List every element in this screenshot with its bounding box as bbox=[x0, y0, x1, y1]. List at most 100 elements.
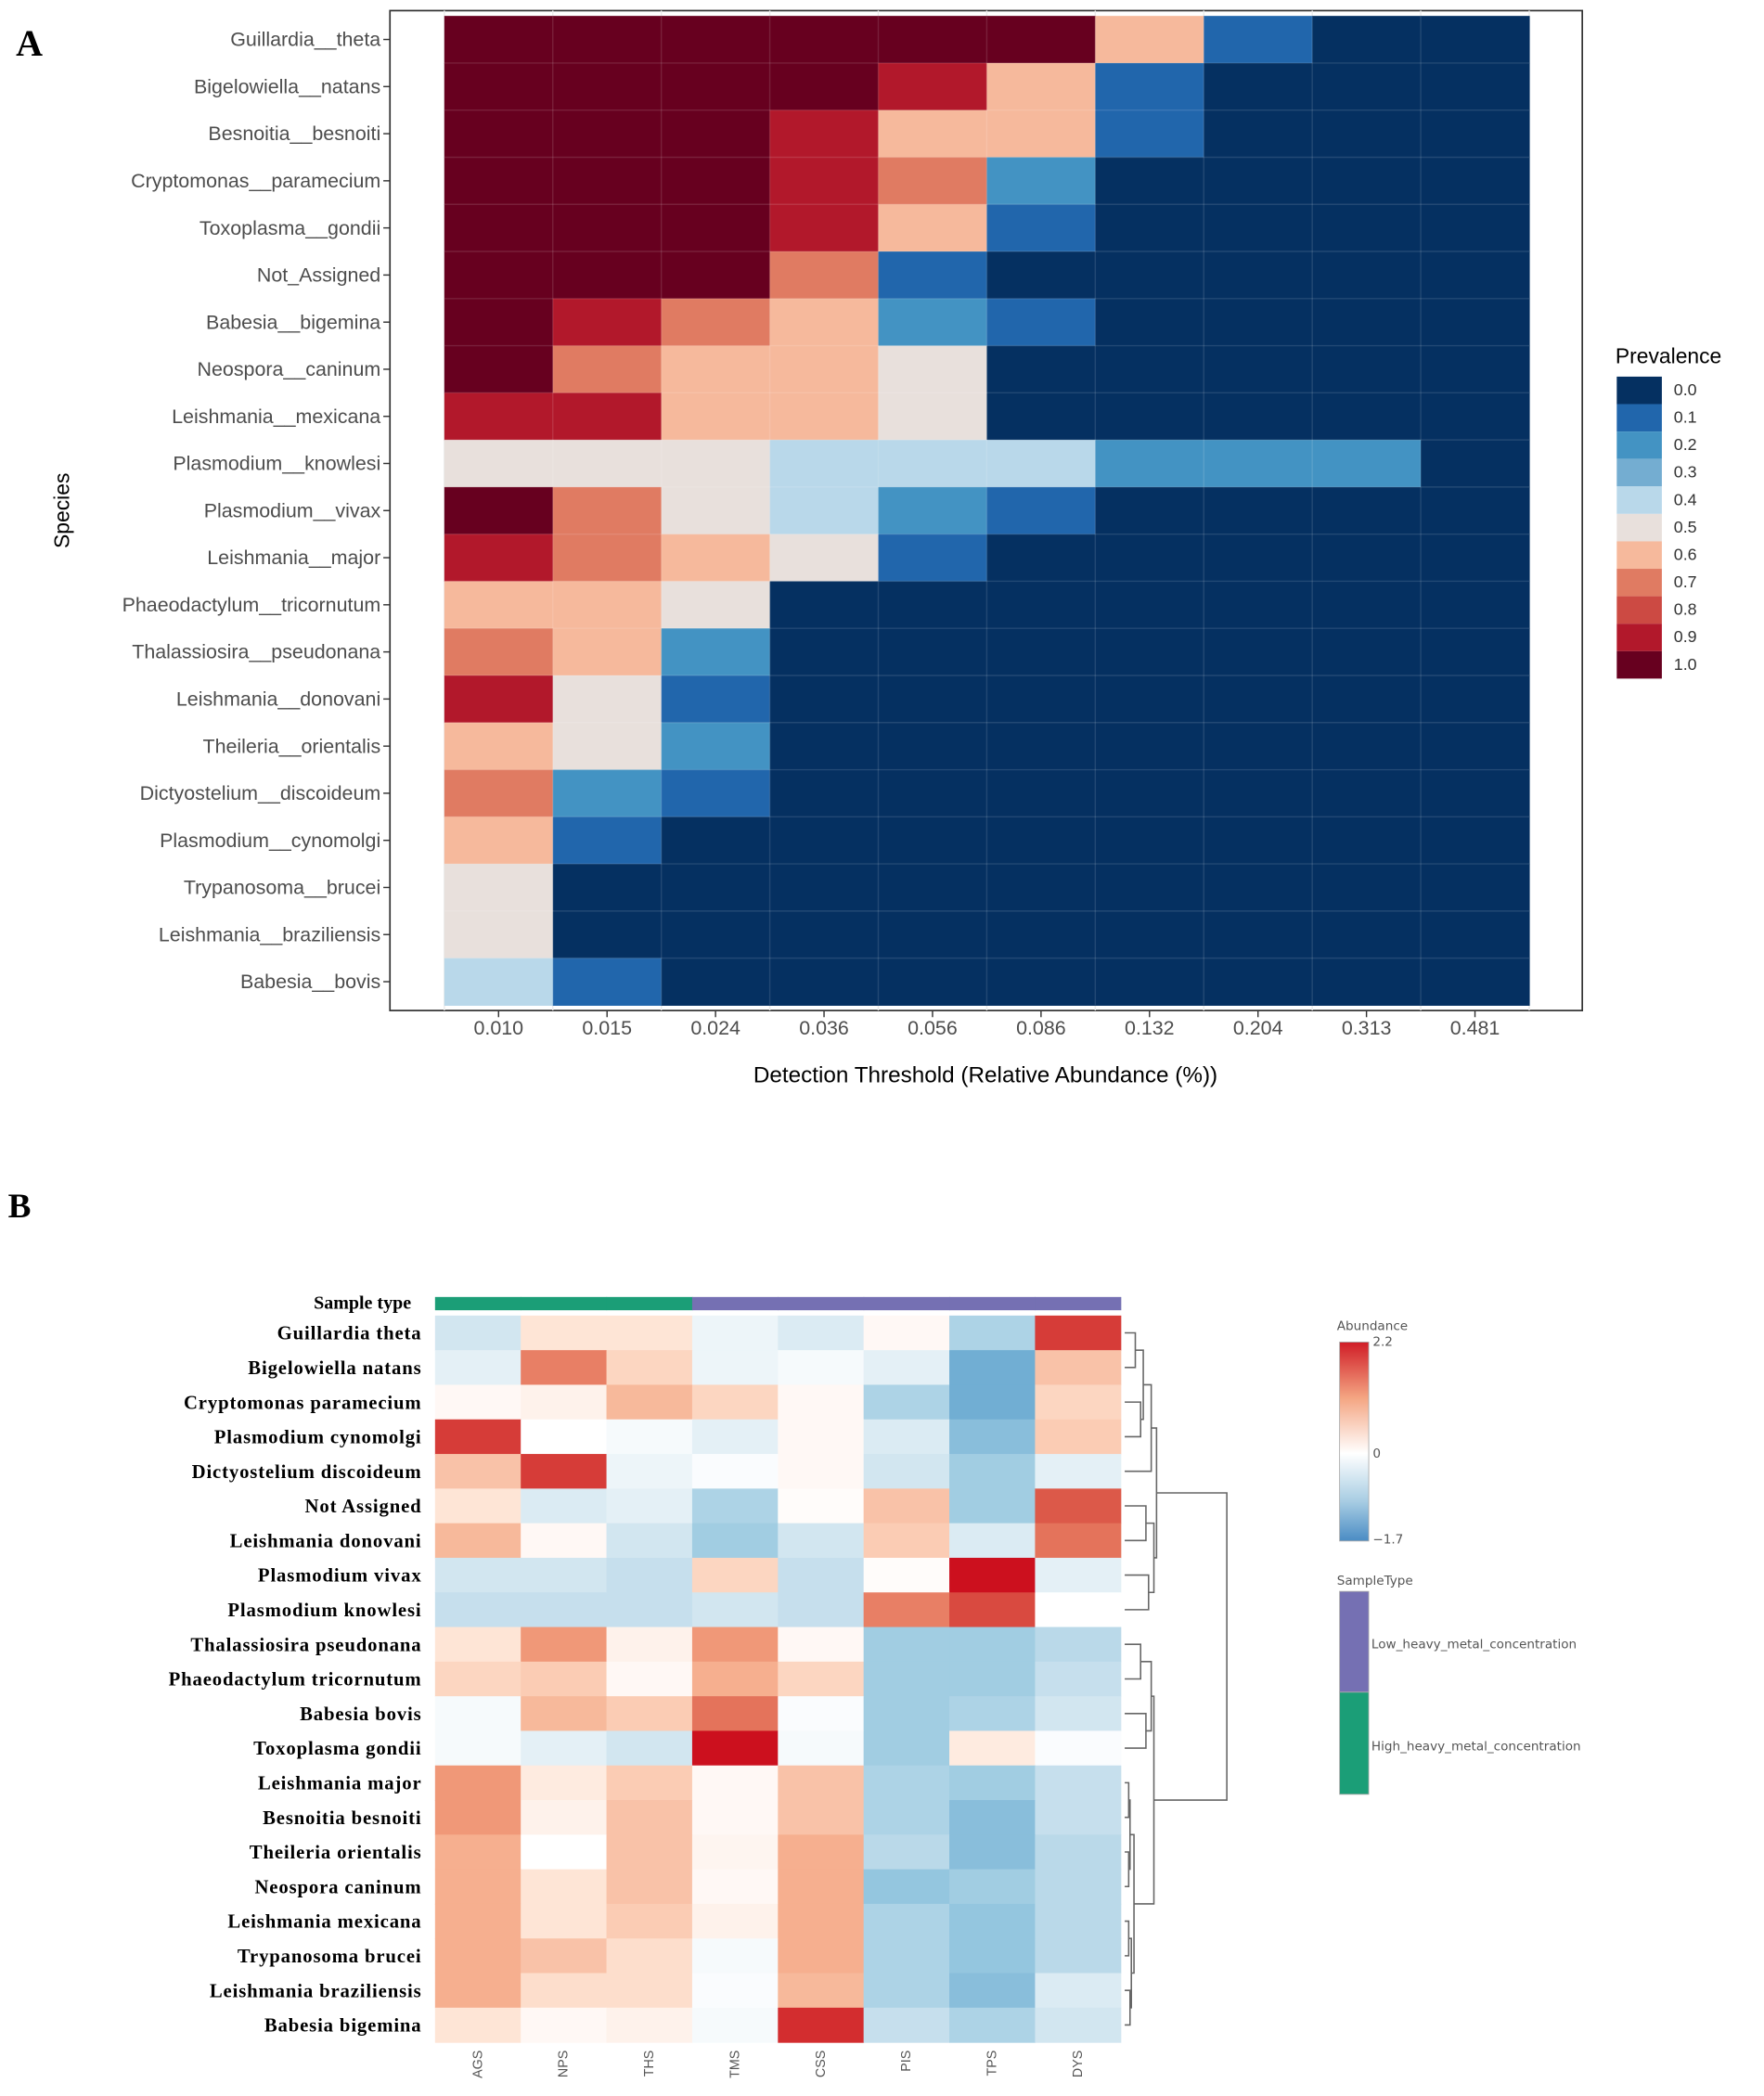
legend-label: 1.0 bbox=[1674, 655, 1697, 674]
heatmap-cell bbox=[552, 628, 663, 676]
row-label: Besnoitia besnoiti bbox=[263, 1808, 421, 1829]
heatmap-cell bbox=[949, 1903, 1036, 1939]
dendrogram-branch bbox=[1125, 1505, 1147, 1542]
heatmap-cell bbox=[606, 1315, 693, 1351]
heatmap-cell bbox=[444, 486, 554, 535]
heatmap-cell bbox=[434, 1730, 521, 1767]
heatmap-cell bbox=[1204, 910, 1313, 959]
heatmap-cell bbox=[1312, 534, 1422, 583]
heatmap-cell bbox=[1421, 628, 1530, 676]
heatmap-cell bbox=[1204, 864, 1313, 912]
heatmap-cell bbox=[691, 1350, 779, 1386]
heatmap-cell bbox=[661, 157, 771, 205]
column-label: CSS bbox=[814, 2051, 829, 2077]
heatmap-cell bbox=[1421, 251, 1530, 300]
panel-label-a: A bbox=[16, 22, 43, 64]
heatmap-cell bbox=[521, 1523, 608, 1559]
heatmap-cell bbox=[521, 1557, 608, 1593]
heatmap-cell bbox=[434, 1696, 521, 1732]
heatmap-cell bbox=[552, 440, 663, 488]
sample-type-annotation-cell bbox=[778, 1296, 865, 1311]
heatmap-cell bbox=[691, 1557, 779, 1593]
heatmap-cell bbox=[1421, 958, 1530, 1006]
x-tick-label: 0.036 bbox=[799, 1017, 849, 1039]
heatmap-cell bbox=[434, 1834, 521, 1871]
abundance-tick-min: −1.7 bbox=[1372, 1533, 1403, 1548]
heatmap-cell bbox=[949, 1419, 1036, 1455]
heatmap-cell bbox=[1312, 16, 1422, 64]
heatmap-cell bbox=[552, 817, 663, 865]
heatmap-cell bbox=[661, 910, 771, 959]
heatmap-cell bbox=[434, 1350, 521, 1386]
panel-a-prevalence-heatmap: Guillardia__theta Bigelowiella__natans Bes… bbox=[49, 9, 1721, 1087]
heatmap-cell bbox=[521, 1730, 608, 1767]
y-tick-label: Trypanosoma__brucei bbox=[184, 877, 380, 899]
heatmap-cell bbox=[606, 1973, 693, 2009]
y-tick-label: Leishmania__donovani bbox=[176, 688, 380, 711]
heatmap-cell bbox=[986, 16, 1096, 64]
heatmap-cell bbox=[1204, 958, 1313, 1006]
legend-swatch bbox=[1616, 458, 1662, 487]
heatmap-cell bbox=[1095, 157, 1204, 205]
heatmap-cell bbox=[552, 581, 663, 629]
heatmap-cell bbox=[878, 534, 987, 583]
y-tick-label: Guillardia__theta bbox=[230, 29, 380, 51]
heatmap-cell bbox=[661, 440, 771, 488]
heatmap-cell bbox=[521, 1488, 608, 1524]
heatmap-cell bbox=[606, 1661, 693, 1697]
heatmap-cell bbox=[986, 392, 1096, 441]
heatmap-cell bbox=[878, 910, 987, 959]
abundance-tick-max: 2.2 bbox=[1372, 1335, 1393, 1350]
heatmap-cell bbox=[444, 109, 554, 159]
heatmap-cell bbox=[1095, 392, 1204, 441]
heatmap-cell bbox=[878, 958, 987, 1006]
heatmap-cell bbox=[552, 722, 663, 771]
heatmap-cell bbox=[1421, 722, 1530, 771]
abundance-colorbar bbox=[1339, 1342, 1370, 1542]
heatmap-cell bbox=[1095, 769, 1204, 817]
heatmap-cell bbox=[1312, 486, 1422, 535]
legend-swatch bbox=[1616, 650, 1662, 679]
heatmap-cell bbox=[521, 1592, 608, 1628]
heatmap-cell bbox=[661, 62, 771, 111]
heatmap-cell bbox=[863, 1454, 950, 1489]
y-tick-label: Neospora__caninum bbox=[198, 358, 381, 380]
heatmap-cell bbox=[778, 1350, 865, 1386]
panel-label-b: B bbox=[8, 1188, 32, 1226]
y-tick-label: Plasmodium__cynomolgi bbox=[160, 829, 380, 852]
heatmap-cell bbox=[1312, 392, 1422, 441]
heatmap-cell bbox=[434, 1557, 521, 1593]
heatmap-cell bbox=[606, 1730, 693, 1767]
heatmap-cell bbox=[691, 1869, 779, 1905]
heatmap-cell bbox=[1312, 345, 1422, 393]
heatmap-cell bbox=[778, 1523, 865, 1559]
heatmap-cell bbox=[691, 1592, 779, 1628]
heatmap-cell bbox=[434, 2007, 521, 2043]
heatmap-cell bbox=[878, 157, 987, 205]
heatmap-cell bbox=[661, 864, 771, 912]
y-tick-label: Plasmodium__vivax bbox=[204, 499, 381, 521]
heatmap-cell bbox=[1035, 1938, 1122, 1974]
y-tick-label: Toxoplasma__gondii bbox=[200, 217, 380, 239]
y-tick-label: Dictyostelium__discoideum bbox=[140, 782, 381, 804]
heatmap-cell bbox=[1204, 157, 1313, 205]
heatmap-cell bbox=[986, 581, 1096, 629]
heatmap-cell bbox=[521, 1627, 608, 1663]
heatmap-cell bbox=[434, 1627, 521, 1663]
heatmap-cell bbox=[878, 486, 987, 535]
heatmap-cell bbox=[769, 864, 880, 912]
heatmap-cell bbox=[434, 1488, 521, 1524]
heatmap-cell bbox=[434, 1454, 521, 1489]
heatmap-cell bbox=[661, 486, 771, 535]
heatmap-cell bbox=[949, 1696, 1036, 1732]
panel-a-y-axis-title: Species bbox=[49, 473, 73, 548]
heatmap-cell bbox=[863, 1315, 950, 1351]
heatmap-cell bbox=[1312, 581, 1422, 629]
heatmap-cell bbox=[949, 1765, 1036, 1801]
heatmap-cell bbox=[769, 392, 880, 441]
heatmap-cell bbox=[1204, 345, 1313, 393]
heatmap-cell bbox=[986, 298, 1096, 347]
sample-type-annotation-cell bbox=[863, 1296, 950, 1311]
heatmap-cell bbox=[878, 204, 987, 252]
